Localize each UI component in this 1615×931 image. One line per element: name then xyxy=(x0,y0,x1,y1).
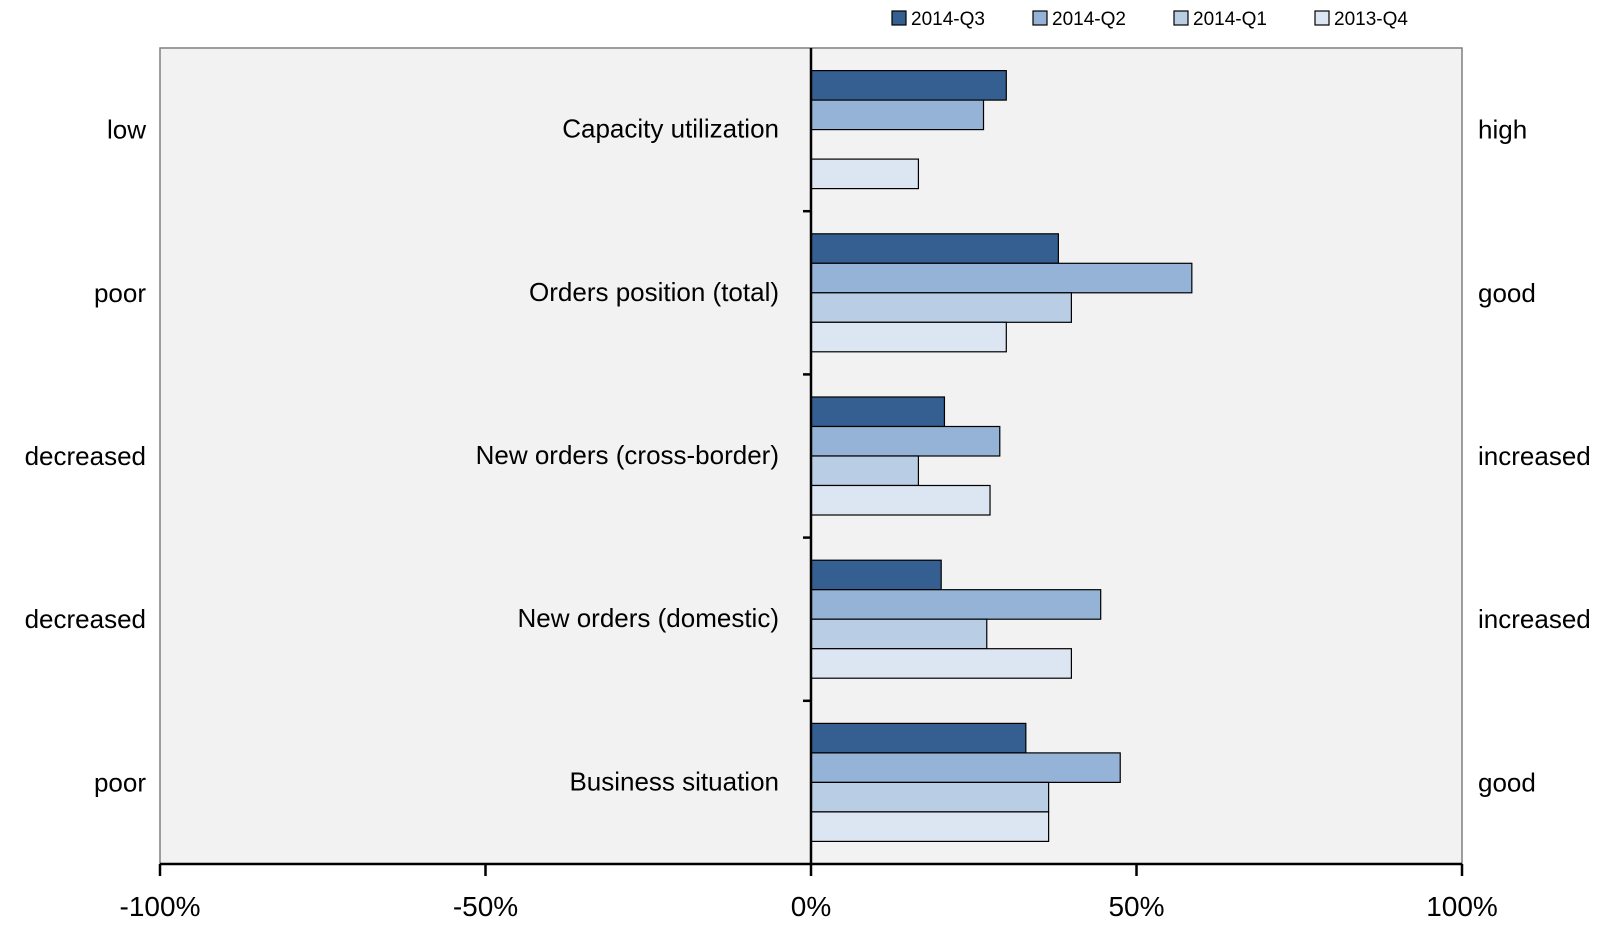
legend-label: 2014-Q3 xyxy=(911,9,985,30)
x-tick-label: -50% xyxy=(453,891,518,922)
category-label: Business situation xyxy=(569,766,779,796)
bar-2014-q2-new-orders-cross-border xyxy=(810,425,1001,457)
bar-2013-q4-capacity-utilization xyxy=(810,158,920,190)
x-tick-label: 50% xyxy=(1108,891,1164,922)
left-scale-label: decreased xyxy=(25,604,146,634)
bar-2014-q1-orders-position-total xyxy=(810,292,1072,323)
bar-2014-q3-capacity-utilization xyxy=(810,69,1007,101)
right-scale-label: good xyxy=(1478,278,1536,308)
right-scale-label: increased xyxy=(1478,441,1591,471)
legend-swatch xyxy=(1173,10,1189,26)
right-scale-label: increased xyxy=(1478,604,1591,634)
bar-2013-q4-business-situation xyxy=(810,811,1050,843)
x-tick-label: 0% xyxy=(791,891,831,922)
legend-label: 2013-Q4 xyxy=(1334,9,1408,30)
legend-swatch xyxy=(891,10,907,26)
bar-2014-q1-new-orders-domestic xyxy=(810,618,988,650)
bar-2014-q3-new-orders-domestic xyxy=(810,559,942,591)
bar-2013-q4-orders-position-total xyxy=(810,321,1007,353)
bar-2014-q2-capacity-utilization xyxy=(810,99,985,131)
legend-label: 2014-Q2 xyxy=(1052,9,1126,30)
category-label: New orders (domestic) xyxy=(517,603,779,633)
right-scale-label: good xyxy=(1478,767,1536,797)
bar-2013-q4-new-orders-cross-border xyxy=(810,484,991,516)
left-scale-label: decreased xyxy=(25,441,146,471)
bar-2014-q1-business-situation xyxy=(810,781,1050,813)
left-scale-label: poor xyxy=(94,767,146,797)
category-label: New orders (cross-border) xyxy=(476,440,779,470)
x-tick-label: 100% xyxy=(1426,891,1498,922)
bar-2014-q3-business-situation xyxy=(810,722,1027,754)
category-label: Capacity utilization xyxy=(562,114,779,144)
bar-2014-q2-business-situation xyxy=(810,752,1121,784)
category-label: Orders position (total) xyxy=(529,277,779,307)
legend-label: 2014-Q1 xyxy=(1193,9,1267,30)
legend-swatch xyxy=(1032,10,1048,26)
bar-2014-q3-orders-position-total xyxy=(810,233,1059,264)
bar-2013-q4-new-orders-domestic xyxy=(810,648,1072,679)
left-scale-label: poor xyxy=(94,278,146,308)
right-scale-label: high xyxy=(1478,115,1527,145)
x-tick-label: -100% xyxy=(120,891,201,922)
bar-2014-q2-orders-position-total xyxy=(810,262,1193,294)
legend-swatch xyxy=(1314,10,1330,26)
bar-2014-q2-new-orders-domestic xyxy=(810,589,1102,620)
bar-2014-q3-new-orders-cross-border xyxy=(810,396,946,428)
left-scale-label: low xyxy=(107,115,146,145)
bar-2014-q1-new-orders-cross-border xyxy=(810,455,920,487)
